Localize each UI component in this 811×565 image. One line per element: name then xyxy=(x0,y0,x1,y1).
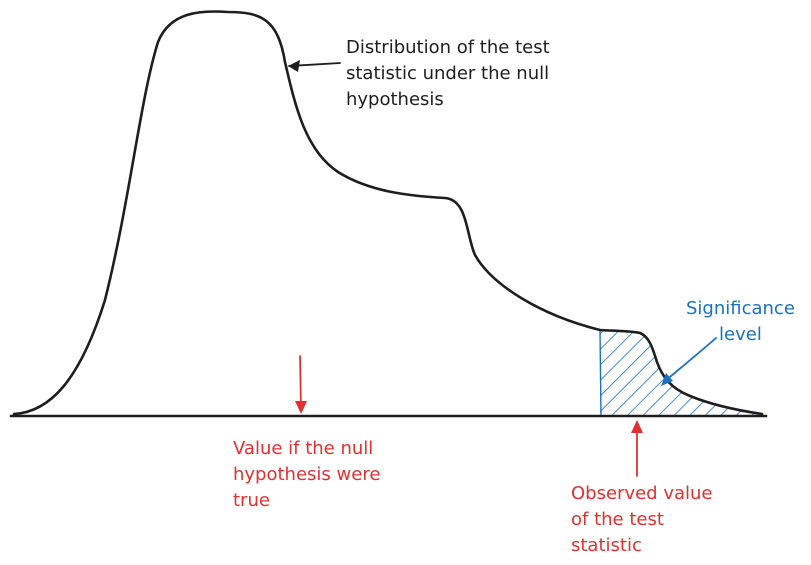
label-line: statistic xyxy=(571,535,642,556)
label-line: statistic under the null xyxy=(346,63,550,84)
label-line: Distribution of the test xyxy=(346,37,550,58)
label-line: level xyxy=(719,324,762,345)
null-distribution-arrow xyxy=(288,60,341,72)
null-distribution-curve xyxy=(12,10,764,416)
observed-value-label: Observed value of the test statistic xyxy=(571,481,713,559)
label-line: hypothesis xyxy=(346,89,444,110)
null-value-arrow xyxy=(295,355,307,414)
significance-arrow xyxy=(661,337,717,386)
label-line: of the test xyxy=(571,509,664,530)
label-line: hypothesis were xyxy=(233,464,381,485)
null-true-value-label: Value if the null hypothesis were true xyxy=(233,436,380,514)
observed-value-arrow xyxy=(631,420,643,477)
null-distribution-label: Distribution of the test statistic under… xyxy=(346,35,550,113)
significance-level-label: Significance level xyxy=(686,296,795,348)
label-line: true xyxy=(233,490,270,511)
label-line: Observed value xyxy=(571,483,713,504)
label-line: Significance xyxy=(686,298,795,319)
label-line: Value if the null xyxy=(233,438,374,459)
